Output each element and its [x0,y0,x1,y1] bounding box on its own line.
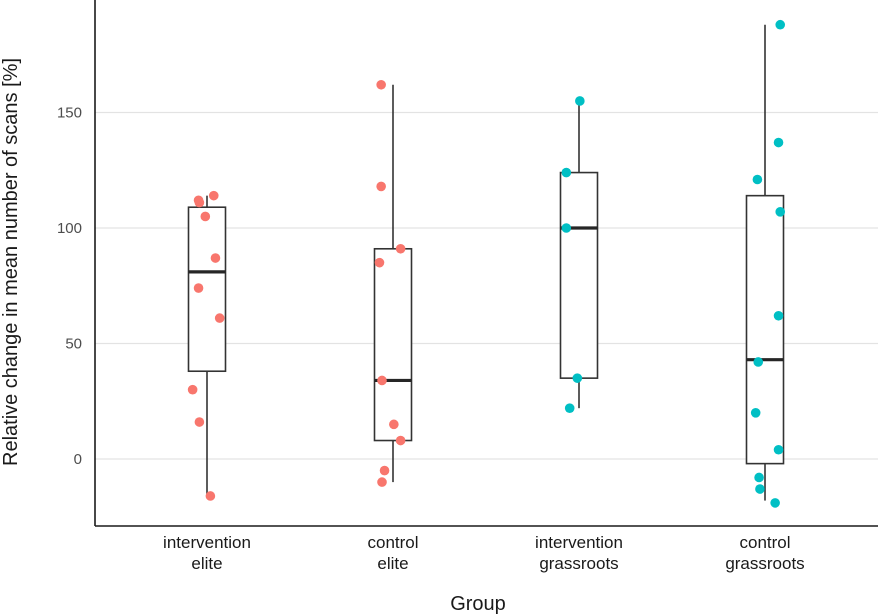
y-axis-title: Relative change in mean number of scans … [0,58,22,466]
x-axis-title: Group [450,593,506,615]
data-point-control-elite-6 [395,435,406,446]
data-point-intervention-grassroots-1 [561,167,572,178]
x-tick-label-line: intervention [535,533,623,552]
y-tick-labels: 0 50 100 150 [57,105,82,469]
data-point-intervention-grassroots-0 [575,96,585,106]
y-tick-label-0: 0 [74,451,82,468]
x-tick-label-intervention-elite: intervention elite [163,533,251,573]
data-point-intervention-elite-2 [193,283,204,293]
data-point-intervention-elite-6 [208,190,219,201]
box-control-elite [373,247,413,442]
x-tick-label-line: grassroots [725,554,804,573]
x-tick-label-control-grassroots: control grassroots [725,533,804,573]
data-point-control-elite-4 [377,375,387,386]
data-point-control-grassroots-3 [775,207,786,217]
x-tick-label-line: control [367,533,418,552]
data-point-intervention-grassroots-4 [564,403,575,413]
axes [94,0,878,527]
data-point-control-grassroots-8 [754,472,764,483]
y-tick-label-150: 150 [57,105,82,122]
data-point-control-grassroots-9 [755,484,765,494]
box-control-grassroots [745,194,785,465]
data-point-intervention-elite-4 [193,195,204,206]
x-tick-label-line: elite [191,554,222,573]
x-tick-label-line: grassroots [539,554,618,573]
x-tick-label-line: intervention [163,533,251,552]
data-point-intervention-elite-0 [187,384,198,395]
data-points [187,19,786,508]
data-point-intervention-elite-9 [205,491,216,501]
data-point-control-elite-0 [376,79,386,90]
x-tick-label-line: control [739,533,790,552]
data-point-intervention-elite-5 [200,211,211,222]
data-point-control-elite-7 [379,465,390,476]
data-point-control-elite-5 [389,419,399,430]
data-point-control-elite-1 [376,181,386,192]
data-point-control-grassroots-0 [775,19,786,30]
data-point-control-elite-3 [395,243,406,254]
data-point-control-elite-2 [374,257,385,268]
data-point-control-grassroots-2 [752,174,763,185]
data-point-control-elite-8 [377,477,387,487]
y-tick-label-50: 50 [65,336,82,353]
x-tick-label-line: elite [377,554,408,573]
data-point-control-grassroots-10 [770,498,780,508]
x-tick-label-control-elite: control elite [367,533,418,573]
data-point-control-grassroots-6 [750,408,761,418]
x-tick-label-intervention-grassroots: intervention grassroots [535,533,623,573]
data-point-intervention-elite-7 [210,253,221,263]
data-point-control-grassroots-4 [773,310,784,321]
boxplots [187,24,785,501]
data-point-control-grassroots-5 [753,357,764,367]
y-tick-label-100: 100 [57,220,82,237]
data-point-intervention-grassroots-3 [572,373,583,383]
data-point-intervention-elite-1 [194,417,205,427]
data-point-intervention-grassroots-2 [561,223,572,233]
data-point-control-grassroots-7 [773,444,784,455]
data-point-intervention-elite-8 [214,313,225,323]
box-intervention-grassroots [559,171,599,379]
data-point-control-grassroots-1 [773,137,784,148]
